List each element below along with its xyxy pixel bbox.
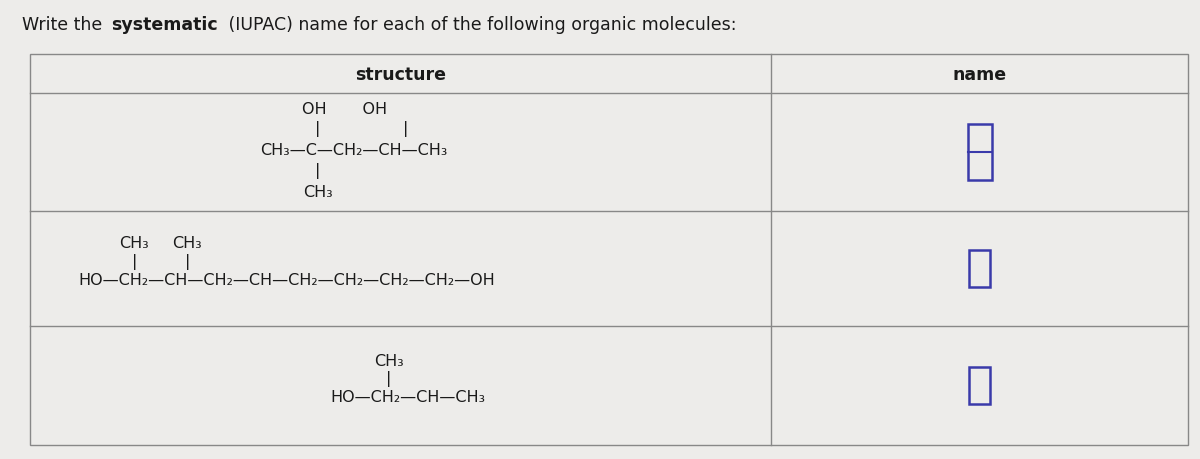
Text: Write the: Write the bbox=[22, 16, 107, 34]
Text: systematic: systematic bbox=[112, 16, 218, 34]
Text: HO—CH₂—CH—CH₃: HO—CH₂—CH—CH₃ bbox=[330, 390, 485, 404]
Text: HO—CH₂—CH—CH₂—CH—CH₂—CH₂—CH₂—CH₂—OH: HO—CH₂—CH—CH₂—CH—CH₂—CH₂—CH₂—CH₂—OH bbox=[78, 273, 494, 287]
Text: CH₃: CH₃ bbox=[304, 184, 332, 199]
Text: |: | bbox=[403, 121, 408, 137]
Text: structure: structure bbox=[355, 66, 446, 84]
Text: |: | bbox=[185, 254, 190, 269]
Text: OH       OH: OH OH bbox=[302, 101, 386, 117]
Text: CH₃: CH₃ bbox=[120, 236, 149, 251]
Text: (IUPAC) name for each of the following organic molecules:: (IUPAC) name for each of the following o… bbox=[223, 16, 737, 34]
Text: |: | bbox=[316, 121, 320, 137]
Text: CH₃: CH₃ bbox=[173, 236, 202, 251]
Text: CH₃—C—CH₂—CH—CH₃: CH₃—C—CH₂—CH—CH₃ bbox=[260, 143, 448, 158]
Text: |: | bbox=[316, 163, 320, 179]
Text: name: name bbox=[953, 66, 1007, 84]
Text: |: | bbox=[132, 254, 137, 269]
Text: CH₃: CH₃ bbox=[374, 353, 403, 368]
Text: |: | bbox=[386, 371, 391, 386]
